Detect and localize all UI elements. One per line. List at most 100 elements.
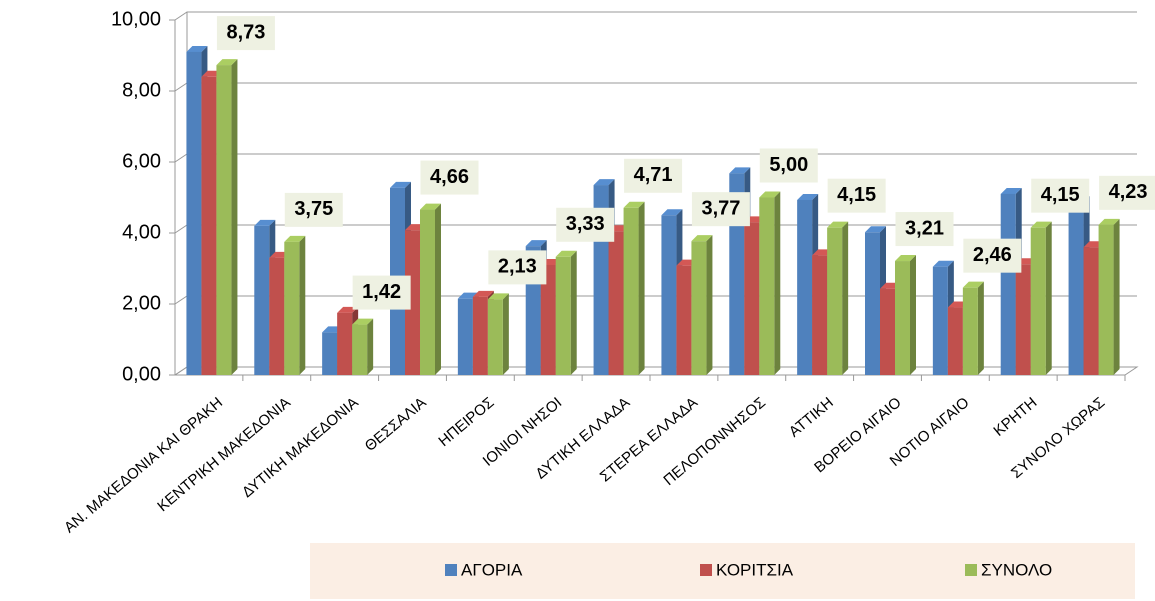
bar (472, 296, 488, 375)
bar (744, 222, 760, 375)
bar (812, 255, 828, 375)
bar (1068, 202, 1084, 375)
y-tick-label: 10,00 (111, 8, 161, 30)
data-label-box (216, 16, 275, 51)
data-label: 4,15 (1041, 184, 1080, 206)
bar-top (932, 260, 954, 267)
data-label: 3,75 (294, 198, 333, 220)
x-tick-label: ΑΤΤΙΚΗ (786, 394, 837, 441)
bar-top (593, 179, 615, 186)
bar (540, 264, 556, 375)
bar-top (623, 201, 645, 208)
legend-label: ΣΥΝΟΛΟ (981, 560, 1052, 579)
data-label-box (352, 275, 411, 310)
bar-top (420, 203, 441, 210)
bar-side (299, 235, 306, 375)
data-label: 3,33 (566, 213, 605, 235)
bar-top (487, 293, 509, 300)
bar-side (502, 293, 509, 375)
bar (1030, 227, 1046, 375)
data-label: 4,23 (1109, 181, 1148, 203)
data-label: 3,21 (905, 217, 944, 239)
data-label: 8,73 (226, 21, 265, 43)
bar (932, 266, 948, 375)
bar-top (962, 281, 984, 288)
bar (962, 287, 978, 375)
bar-top (797, 193, 819, 200)
legend-label: ΚΟΡΙΤΣΙΑ (716, 560, 794, 579)
bar-top (390, 181, 411, 188)
bar-top (827, 221, 849, 228)
bar-side (570, 250, 577, 375)
bar-side (774, 191, 781, 375)
bar-side (1045, 221, 1052, 375)
bar (759, 197, 775, 375)
data-label-box (284, 192, 343, 227)
grid-line (174, 366, 1137, 376)
bar (555, 256, 571, 375)
data-label-box (1099, 175, 1155, 210)
bar-side (977, 281, 984, 375)
bar (691, 241, 707, 375)
data-label-box (963, 238, 1022, 273)
bar-side (231, 59, 238, 376)
bar (1000, 193, 1016, 375)
bar (216, 65, 232, 376)
data-label: 2,13 (498, 256, 537, 278)
bar-top (525, 240, 547, 247)
grid-line (174, 11, 1137, 21)
data-label: 4,66 (430, 166, 469, 188)
bar (487, 299, 503, 375)
data-label-box (624, 158, 683, 193)
bar (661, 215, 677, 375)
data-label-box (420, 160, 479, 195)
bar (186, 51, 202, 375)
bar-side (435, 203, 441, 375)
bar (676, 265, 692, 375)
legend-swatch (445, 564, 457, 576)
y-tick-label: 4,00 (122, 221, 161, 243)
bar (457, 298, 473, 375)
bar (895, 261, 910, 375)
bar-top (895, 255, 916, 262)
bar-side (706, 235, 713, 375)
bar (269, 257, 285, 375)
x-tick-label: ΚΡΗΤΗ (990, 394, 1040, 440)
x-tick-label: ΗΠΕΙΡΟΣ (435, 394, 497, 450)
bar (201, 76, 217, 376)
bar (797, 199, 813, 375)
bar-top (759, 191, 781, 198)
bar (254, 225, 270, 375)
y-tick-label: 2,00 (122, 292, 161, 314)
legend-swatch (965, 564, 977, 576)
bar (284, 241, 300, 375)
bar-top (1030, 221, 1052, 228)
y-tick-label: 6,00 (122, 150, 161, 172)
data-label-box (488, 250, 547, 285)
legend-label: ΑΓΟΡΙΑ (461, 560, 523, 579)
bar (827, 227, 843, 375)
bar (405, 230, 420, 375)
data-label-box (1031, 178, 1090, 213)
bar-side (638, 201, 645, 375)
data-label: 3,77 (701, 197, 740, 219)
bar-side (842, 221, 849, 375)
bar-top (186, 45, 208, 52)
grid-line (174, 82, 1137, 92)
bar-top (216, 59, 238, 66)
bar (337, 312, 353, 375)
bar-top (1098, 218, 1120, 225)
data-label-box (556, 207, 615, 242)
legend-swatch (700, 564, 712, 576)
data-label-box (895, 212, 954, 247)
bar-top (254, 219, 276, 226)
data-label: 4,15 (837, 184, 876, 206)
bar-side (367, 318, 374, 375)
grid-line (174, 295, 1137, 305)
bar (1083, 247, 1099, 375)
bar-side (910, 255, 916, 375)
x-tick-label: ΚΕΝΤΡΙΚΗ ΜΑΚΕΔΟΝΙΑ (154, 394, 294, 515)
bar (420, 209, 435, 375)
bar (608, 231, 624, 375)
data-label-box (759, 148, 818, 183)
